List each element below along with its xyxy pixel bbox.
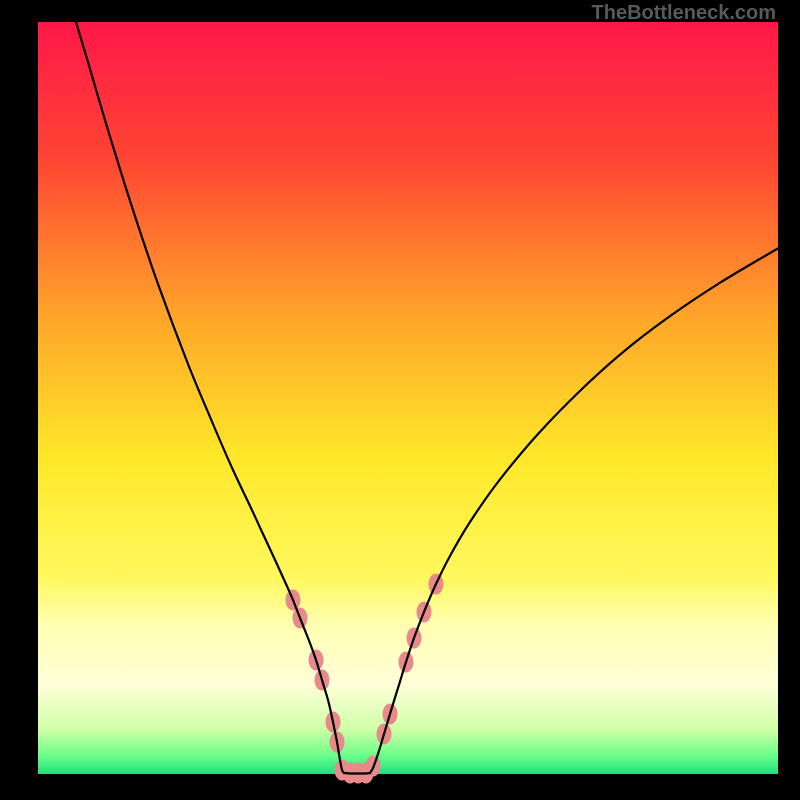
left-curve (76, 22, 344, 773)
watermark: TheBottleneck.com (592, 2, 776, 25)
chart-container: TheBottleneck.com (0, 0, 800, 800)
curves-layer (0, 0, 800, 800)
bottom-curve (344, 773, 370, 774)
right-curve (370, 228, 800, 773)
